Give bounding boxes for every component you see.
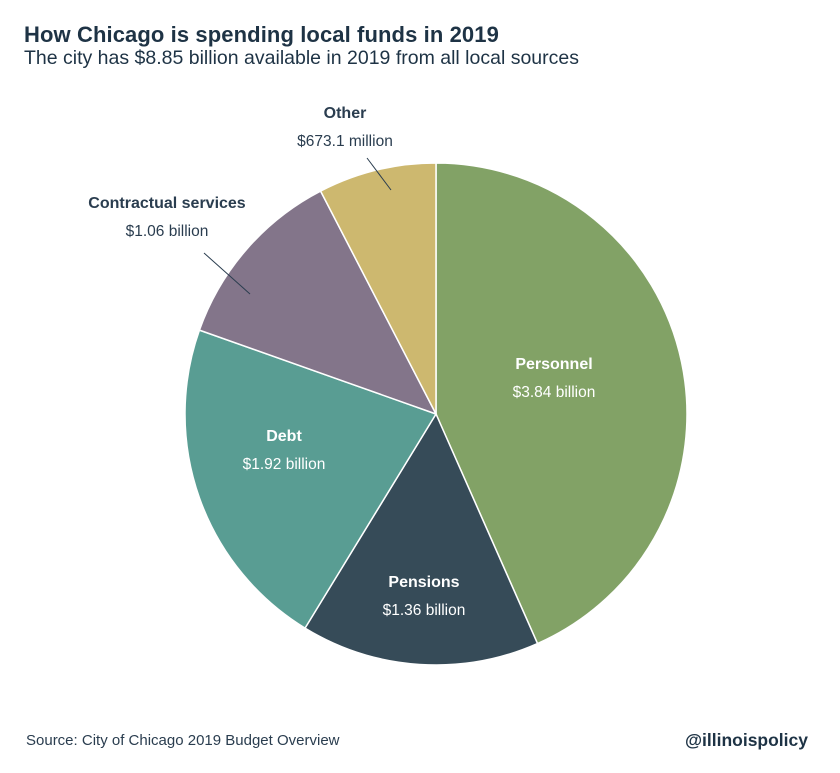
slice-value-other: $673.1 million xyxy=(297,133,393,150)
slice-value-pensions: $1.36 billion xyxy=(383,602,466,619)
slice-value-contractual-services: $1.06 billion xyxy=(126,223,209,240)
slice-label-personnel: Personnel xyxy=(515,356,592,373)
chart-subtitle: The city has $8.85 billion available in … xyxy=(24,47,579,69)
slice-value-debt: $1.92 billion xyxy=(243,456,326,473)
brand-handle: @illinoispolicy xyxy=(684,730,808,750)
slice-pensions xyxy=(303,412,539,666)
slice-contractual-services xyxy=(198,190,438,416)
leader-line-other xyxy=(366,157,392,191)
chart-title: How Chicago is spending local funds in 2… xyxy=(24,22,499,47)
slice-value-personnel: $3.84 billion xyxy=(513,384,596,401)
pie-slices xyxy=(184,162,688,666)
pie-labels: Personnel $3.84 billion Pensions $1.36 bill… xyxy=(88,105,595,619)
slice-personnel xyxy=(435,162,688,645)
slice-label-debt: Debt xyxy=(266,428,302,445)
slice-label-pensions: Pensions xyxy=(388,574,459,591)
source-note: Source: City of Chicago 2019 Budget Over… xyxy=(26,732,340,749)
slice-label-other: Other xyxy=(324,105,367,122)
slice-debt xyxy=(184,329,438,630)
leader-line-contractual-services xyxy=(203,252,251,295)
slice-label-contractual-services: Contractual services xyxy=(88,195,246,212)
